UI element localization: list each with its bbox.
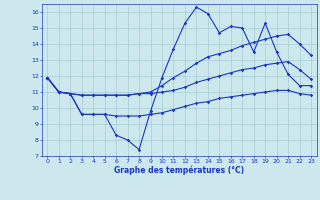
X-axis label: Graphe des températures (°C): Graphe des températures (°C) bbox=[114, 165, 244, 175]
